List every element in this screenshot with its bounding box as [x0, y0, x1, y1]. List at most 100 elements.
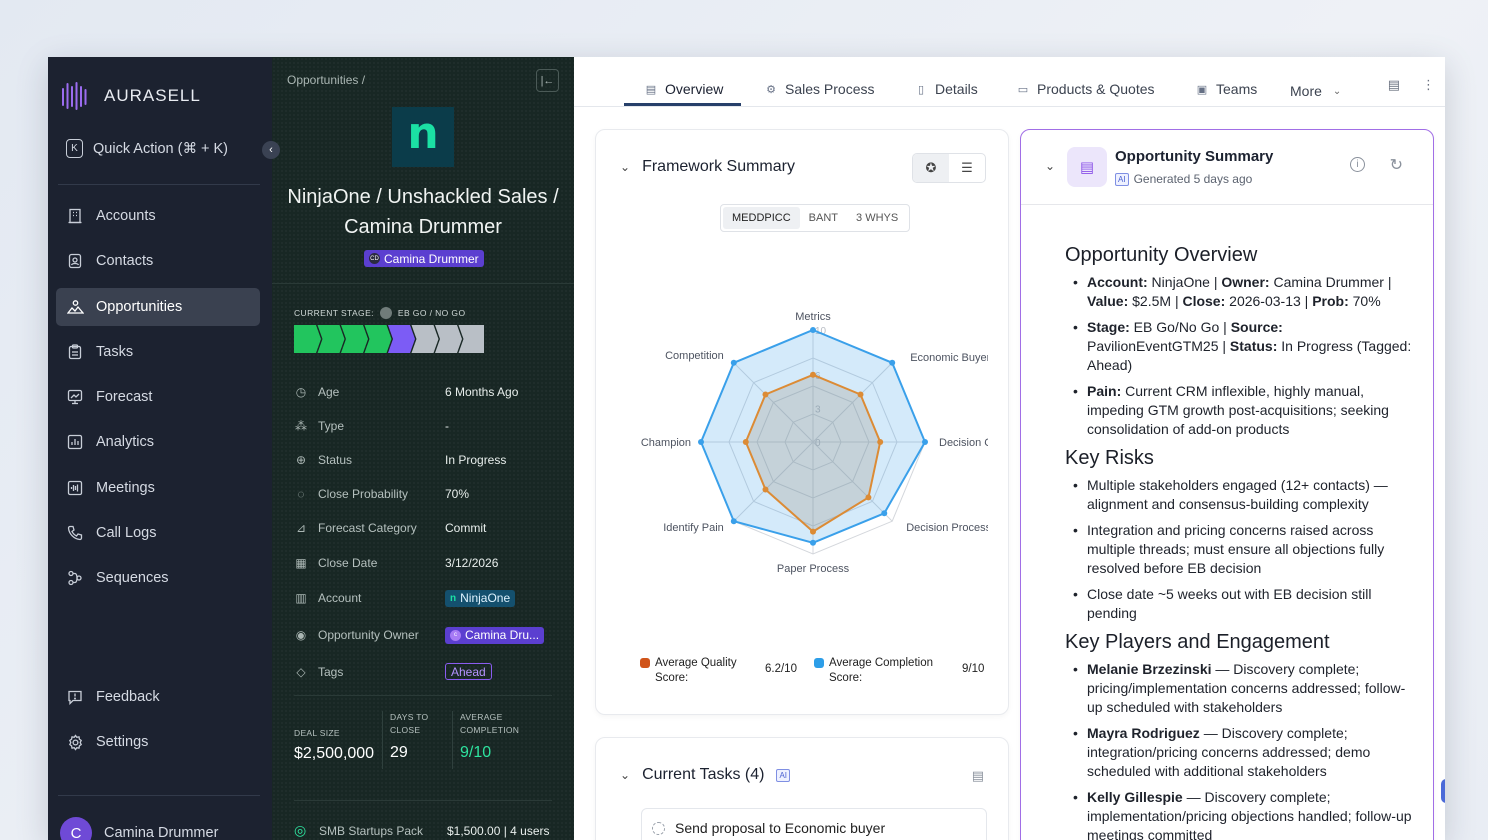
field-value[interactable]: n NinjaOne — [445, 589, 516, 607]
bar-view-button[interactable]: ☰ — [949, 154, 985, 182]
active-tab-indicator — [624, 103, 741, 106]
stage-segment[interactable] — [364, 325, 392, 353]
radar-point[interactable] — [889, 359, 896, 366]
opportunity-detail-panel: Opportunities / |← n NinjaOne / Unshackl… — [272, 57, 574, 840]
radar-point[interactable] — [742, 439, 749, 445]
user-profile[interactable]: C Camina Drummer — [60, 817, 218, 840]
sidebar-item-tasks[interactable]: Tasks — [56, 333, 260, 371]
tab-sales-process[interactable]: ⚙ Sales Process — [764, 81, 874, 97]
quick-action-button[interactable]: K Quick Action (⌘ + K) — [66, 139, 228, 158]
radar-point[interactable] — [857, 391, 864, 398]
scroll-handle[interactable] — [1441, 779, 1445, 803]
chevron-down-icon[interactable]: ⌄ — [1045, 159, 1056, 173]
radar-point[interactable] — [865, 494, 872, 501]
sidebar-item-settings[interactable]: Settings — [56, 723, 260, 761]
sidebar-item-label: Forecast — [96, 389, 153, 406]
tab-more[interactable]: More ⌄ — [1290, 83, 1341, 99]
stage-segment[interactable] — [341, 325, 368, 353]
sidebar-item-opportunities[interactable]: Opportunities — [56, 287, 260, 326]
current-tasks-header[interactable]: ⌄ Current Tasks (4) AI — [620, 766, 791, 784]
sidebar-item-forecast[interactable]: Forecast — [56, 378, 260, 416]
stage-progress-bar[interactable] — [294, 325, 484, 355]
radar-view-button[interactable]: ✪ — [913, 154, 949, 182]
field-value[interactable]: c Camina Dru... — [445, 625, 545, 644]
tab-label: Teams — [1216, 81, 1258, 97]
more-vertical-icon[interactable]: ⋮ — [1422, 77, 1435, 92]
radar-point[interactable] — [810, 528, 816, 535]
app-logo[interactable]: AURASELL — [60, 81, 201, 111]
stage-segment[interactable] — [317, 325, 345, 353]
radar-point[interactable] — [810, 539, 816, 546]
field-value[interactable]: - — [445, 419, 449, 433]
owner-value-chip[interactable]: c Camina Dru... — [445, 626, 545, 644]
task-item[interactable]: Send proposal to Economic buyer — [641, 808, 987, 840]
clipboard-icon[interactable]: ▤ — [971, 768, 984, 783]
radar-point[interactable] — [810, 327, 816, 333]
divider — [58, 795, 260, 796]
field-value[interactable]: 3/12/2026 — [445, 555, 499, 570]
field-label: Close Probability — [318, 487, 409, 501]
sidebar-item-contacts[interactable]: Contacts — [56, 242, 260, 280]
clipboard-icon[interactable]: ▤ — [1387, 77, 1400, 92]
framework-summary-title: Framework Summary — [642, 158, 795, 175]
radar-point[interactable] — [922, 439, 928, 445]
radar-point[interactable] — [698, 439, 704, 445]
account-chip[interactable]: n NinjaOne — [445, 589, 516, 607]
tab-products-quotes[interactable]: ▭ Products & Quotes — [1016, 81, 1155, 97]
opportunity-summary-title: Opportunity Summary — [1115, 148, 1274, 165]
radar-point[interactable] — [877, 439, 884, 445]
radar-point[interactable] — [762, 486, 769, 493]
sidebar-item-call-logs[interactable]: Call Logs — [56, 514, 260, 552]
radar-point[interactable] — [762, 391, 769, 398]
field-value[interactable]: Ahead — [445, 663, 492, 680]
stage-segment[interactable] — [388, 325, 415, 353]
radar-point[interactable] — [730, 518, 737, 525]
breadcrumb[interactable]: Opportunities / — [287, 73, 366, 87]
chevron-down-icon[interactable]: ⌄ — [620, 768, 631, 782]
tab-overview[interactable]: ▤ Overview — [644, 81, 724, 97]
sidebar-item-meetings[interactable]: Meetings — [56, 469, 260, 507]
radar-category-label: Champion — [641, 437, 691, 449]
bar-chart-icon: ☰ — [961, 160, 973, 175]
divider — [58, 184, 260, 185]
product-price: $1,500.00 | 4 users — [447, 823, 550, 838]
radar-point[interactable] — [730, 359, 737, 366]
stage-segment[interactable] — [411, 325, 439, 353]
field-value[interactable]: Commit — [445, 521, 487, 535]
stage-segment[interactable] — [458, 325, 485, 353]
method-3-whys[interactable]: 3 WHYS — [856, 212, 899, 224]
list-icon: ▤ — [645, 83, 657, 96]
framework-summary-header[interactable]: ⌄ Framework Summary — [620, 158, 795, 176]
method-bant[interactable]: BANT — [808, 212, 839, 224]
tab-teams[interactable]: ▣ Teams — [1195, 81, 1257, 97]
summary-list-item: Mayra Rodriguez — Discovery complete; in… — [1065, 724, 1413, 781]
field-tags: ◇ Tags Ahead — [294, 653, 554, 690]
chevron-down-icon[interactable]: ⌄ — [620, 160, 631, 174]
deal-size-stat: DEAL SIZE $2,500,000 — [294, 727, 374, 763]
deal-size-label: DEAL SIZE — [294, 728, 340, 738]
panel-collapse-button[interactable]: |← — [536, 69, 559, 92]
stage-segment[interactable] — [294, 325, 321, 353]
field-value[interactable]: 6 Months Ago — [445, 385, 519, 399]
owner-chip[interactable]: CD Camina Drummer — [364, 250, 484, 267]
sidebar-item-analytics[interactable]: Analytics — [56, 423, 260, 461]
product-row[interactable]: ◎ SMB Startups Pack $1,500.00 | 4 users — [294, 822, 554, 839]
summary-list: Multiple stakeholders engaged (12+ conta… — [1065, 476, 1413, 623]
sidebar-item-sequences[interactable]: Sequences — [56, 559, 260, 597]
tag-chip[interactable]: Ahead — [445, 663, 492, 680]
sidebar-item-feedback[interactable]: Feedback — [56, 678, 260, 716]
info-icon[interactable]: i — [1350, 157, 1365, 172]
tab-details[interactable]: ▯ Details — [914, 81, 978, 97]
stage-segment[interactable] — [435, 325, 462, 353]
field-value[interactable]: 70% — [445, 487, 470, 501]
process-icon: ⚙ — [766, 83, 776, 96]
sidebar-collapse-button[interactable]: ‹ — [262, 141, 280, 159]
radar-point[interactable] — [881, 510, 888, 517]
refresh-icon[interactable]: ↻ — [1389, 157, 1403, 174]
method-meddpicc[interactable]: MEDDPICC — [723, 207, 800, 229]
field-value[interactable]: In Progress — [445, 453, 507, 467]
task-status-icon[interactable] — [652, 821, 665, 835]
sidebar-item-accounts[interactable]: Accounts — [56, 197, 260, 235]
radar-point[interactable] — [810, 371, 816, 378]
average-completion-stat: AVERAGE COMPLETION 9/10 — [452, 711, 530, 769]
